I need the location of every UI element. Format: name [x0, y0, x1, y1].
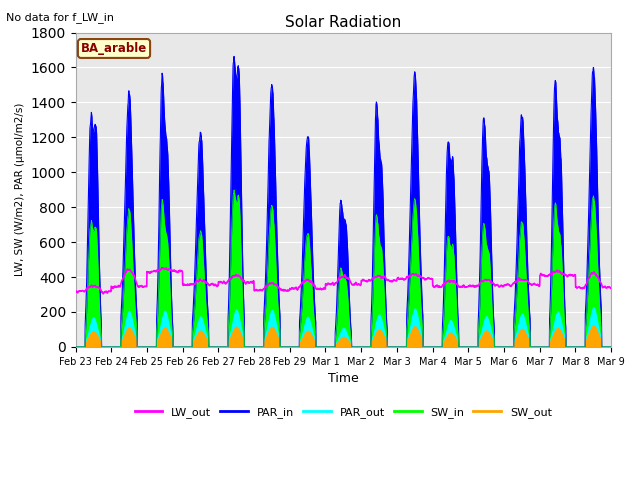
Text: No data for f_LW_in: No data for f_LW_in [6, 12, 115, 23]
Text: BA_arable: BA_arable [81, 42, 147, 55]
Y-axis label: LW, SW (W/m2), PAR (μmol/m2/s): LW, SW (W/m2), PAR (μmol/m2/s) [15, 103, 25, 276]
Title: Solar Radiation: Solar Radiation [285, 15, 401, 30]
Legend: LW_out, PAR_in, PAR_out, SW_in, SW_out: LW_out, PAR_in, PAR_out, SW_in, SW_out [130, 403, 557, 422]
X-axis label: Time: Time [328, 372, 358, 385]
